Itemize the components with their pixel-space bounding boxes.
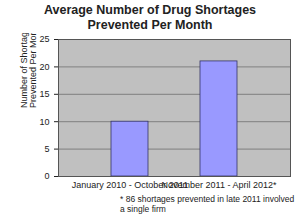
svg-text:20: 20	[39, 62, 49, 72]
svg-text:0: 0	[44, 171, 49, 181]
html-text:Average Number of Drug Shortag: Average Number of Drug Shortages Prevent…	[44, 3, 256, 32]
svg-text:25: 25	[39, 34, 49, 44]
svg-text:January 2010 - October 2011: January 2010 - October 2011	[71, 179, 189, 190]
html-text:* 86 shortages prevented in la: * 86 shortages prevented in late 2011 in…	[120, 194, 295, 214]
svg-text:Number of ShortagesPrevented P: Number of ShortagesPrevented Per Month	[19, 33, 38, 108]
svg-text:15: 15	[39, 89, 49, 99]
svg-text:5: 5	[44, 144, 49, 154]
svg-text:10: 10	[39, 117, 49, 127]
svg-text:November 2011 - April 2012*: November 2011 - April 2012*	[162, 180, 277, 190]
